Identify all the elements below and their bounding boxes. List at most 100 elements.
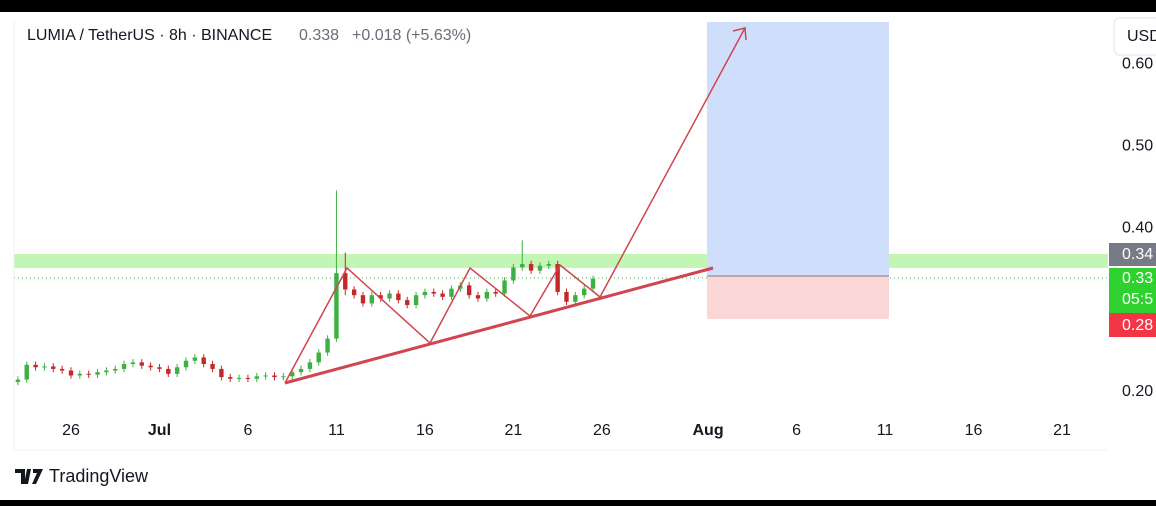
candle-body	[581, 288, 587, 296]
currency-button[interactable]	[1113, 17, 1156, 56]
candle-body	[449, 288, 454, 297]
candle-body	[42, 366, 47, 368]
price-label: 0.34	[1122, 246, 1153, 263]
candle-body	[564, 291, 569, 302]
candle-body	[520, 264, 525, 268]
trendline	[284, 266, 714, 385]
candle-body	[528, 264, 534, 271]
candle-body	[228, 377, 233, 379]
arrow-head	[732, 27, 747, 41]
x-tick-label: 6	[792, 422, 801, 439]
candle-body	[121, 364, 127, 369]
logo	[15, 469, 43, 484]
candle-body	[166, 368, 171, 374]
candle-body	[502, 280, 507, 294]
drawings	[284, 27, 747, 385]
candle-body	[493, 291, 498, 294]
candle-body	[405, 300, 410, 306]
candle-body	[77, 373, 83, 376]
candle-body	[236, 377, 242, 379]
candle-body	[289, 372, 295, 377]
x-tick-label: 26	[62, 422, 80, 439]
candle-body	[307, 362, 313, 369]
candle-body	[174, 367, 180, 374]
candle-body	[573, 295, 578, 302]
candle-body	[334, 273, 339, 339]
x-tick-label: Jul	[148, 422, 171, 439]
candle-body	[351, 289, 357, 296]
candle-body	[95, 372, 100, 375]
candle-body	[378, 295, 383, 299]
candle-body	[192, 357, 198, 361]
brand: TradingView	[49, 466, 149, 486]
x-tick-label: 11	[877, 422, 894, 439]
bottom-bar	[0, 500, 1156, 506]
x-tick-label: 11	[328, 422, 345, 439]
y-tick-label: 0.60	[1122, 55, 1153, 72]
candle-body	[369, 295, 375, 304]
price-label: 0.28	[1122, 317, 1153, 334]
candle-body	[51, 366, 56, 369]
candle-body	[484, 291, 490, 299]
x-tick-label: 6	[243, 422, 252, 439]
candle-body	[387, 293, 392, 299]
candle-body	[396, 293, 401, 301]
candle-body	[113, 368, 118, 371]
candle-body	[210, 364, 215, 369]
arrow	[599, 27, 746, 298]
candle-body	[263, 375, 268, 377]
y-tick-label: 0.40	[1122, 219, 1153, 236]
candle-body	[15, 379, 21, 383]
candle-body	[325, 338, 330, 353]
y-tick-label: 0.20	[1122, 383, 1153, 400]
candle-body	[33, 364, 38, 368]
candle-body	[590, 278, 596, 289]
candle-body	[537, 265, 543, 271]
candle-body	[466, 285, 472, 296]
price-change: +0.018 (+5.63%)	[352, 27, 471, 44]
candle-body	[555, 264, 560, 292]
candle-body	[546, 264, 551, 266]
label-box	[1109, 313, 1156, 337]
candle-body	[413, 295, 419, 306]
candle-body	[431, 291, 436, 294]
candle-body	[201, 357, 206, 364]
candle-body	[139, 362, 144, 366]
last-price: 0.338	[299, 27, 339, 44]
candles	[15, 190, 596, 386]
candle-body	[104, 370, 109, 373]
candle-body	[183, 360, 189, 368]
chart-title: LUMIA / TetherUS · 8h · BINANCE	[27, 27, 272, 44]
candle-body	[68, 370, 74, 376]
price-label: 0.33	[1122, 270, 1153, 287]
zigzag	[284, 263, 601, 384]
candle-body	[511, 267, 516, 281]
y-tick-label: 0.50	[1122, 137, 1153, 154]
x-tick-label: 16	[965, 422, 983, 439]
candle-body	[157, 367, 162, 369]
candle-body	[440, 293, 445, 297]
x-tick-label: 21	[504, 422, 522, 439]
candle-body	[245, 377, 251, 379]
candle-body	[148, 365, 153, 368]
top-bar	[0, 0, 1156, 12]
candle-body	[422, 291, 428, 296]
annotations	[14, 22, 1108, 319]
target-zone	[707, 22, 889, 276]
price-labels: 0.34 0.33 05:5 0.28 USD	[1109, 17, 1156, 337]
candle-body	[59, 368, 65, 371]
label-box	[1109, 243, 1156, 266]
axes: 0.60 0.50 0.40 0.20 26 Jul 6 11 16 21 26 Aug 6 11 16 21	[62, 55, 1153, 439]
countdown: 05:5	[1122, 291, 1153, 308]
label-box	[1109, 268, 1156, 313]
candle-body	[298, 368, 304, 373]
currency[interactable]: USD	[1127, 28, 1156, 45]
candle-body	[281, 376, 286, 378]
candle-body	[272, 375, 277, 378]
x-tick-label: 21	[1053, 422, 1071, 439]
stop-zone	[707, 276, 889, 319]
x-tick-label: Aug	[693, 422, 724, 439]
x-tick-label: 16	[416, 422, 434, 439]
